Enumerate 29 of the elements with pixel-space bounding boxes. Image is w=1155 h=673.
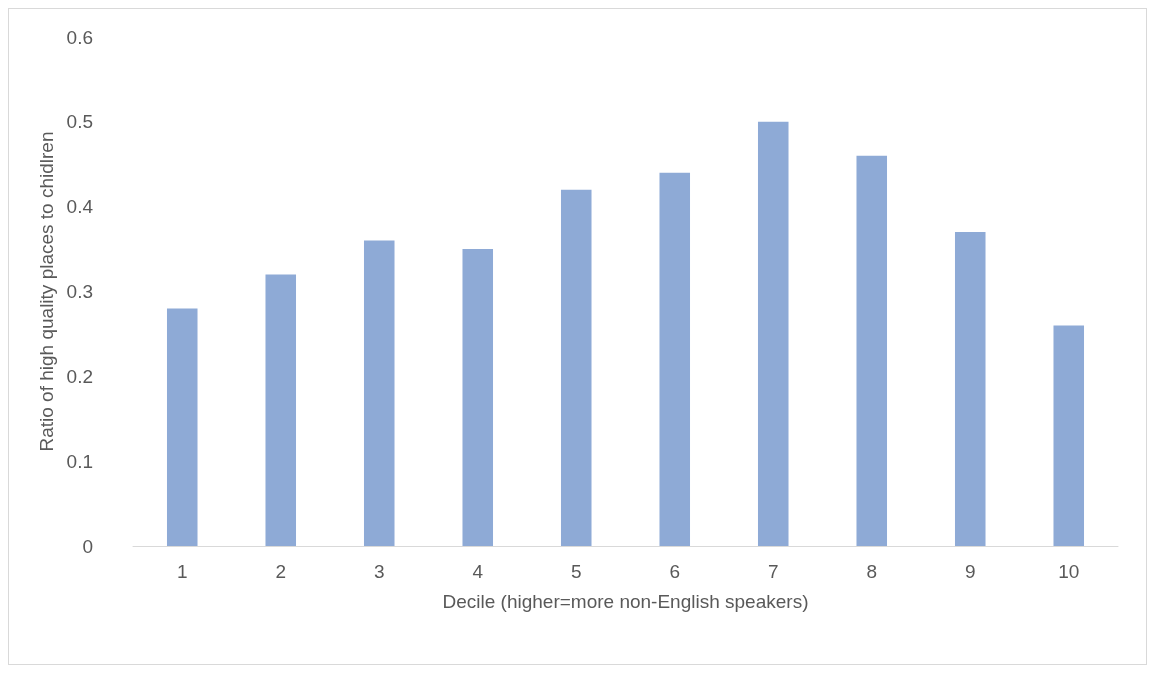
x-tick-label: 6 [669, 561, 681, 582]
y-tick-label: 0.2 [66, 365, 93, 387]
y-tick-label: 0.5 [66, 111, 93, 133]
bar [856, 155, 888, 546]
bar [757, 121, 789, 546]
bar [363, 240, 395, 546]
x-tick-label: 2 [275, 561, 287, 582]
x-tick-label: 10 [1058, 561, 1080, 582]
y-axis-title: Ratio of high quality places to chidlren [35, 131, 57, 452]
bar [954, 232, 986, 546]
bar [560, 189, 592, 546]
bar [265, 274, 297, 546]
bar [166, 308, 198, 546]
bar [659, 172, 691, 546]
y-tick-label: 0.3 [66, 281, 93, 302]
x-tick-label: 7 [767, 561, 779, 582]
y-tick-label: 0.4 [66, 196, 94, 218]
y-tick-label: 0.1 [66, 450, 93, 472]
y-tick-label: 0 [82, 535, 93, 557]
x-tick-label: 4 [472, 561, 484, 582]
bar [1053, 325, 1085, 546]
x-tick-label: 3 [373, 561, 385, 582]
bar [462, 249, 494, 546]
y-tick-label: 0.6 [66, 26, 93, 48]
x-tick-label: 9 [964, 561, 976, 582]
x-tick-label: 1 [176, 561, 188, 582]
x-axis-title: Decile (higher=more non-English speakers) [442, 591, 809, 612]
x-tick-label: 8 [866, 561, 878, 582]
x-tick-label: 5 [570, 561, 582, 582]
